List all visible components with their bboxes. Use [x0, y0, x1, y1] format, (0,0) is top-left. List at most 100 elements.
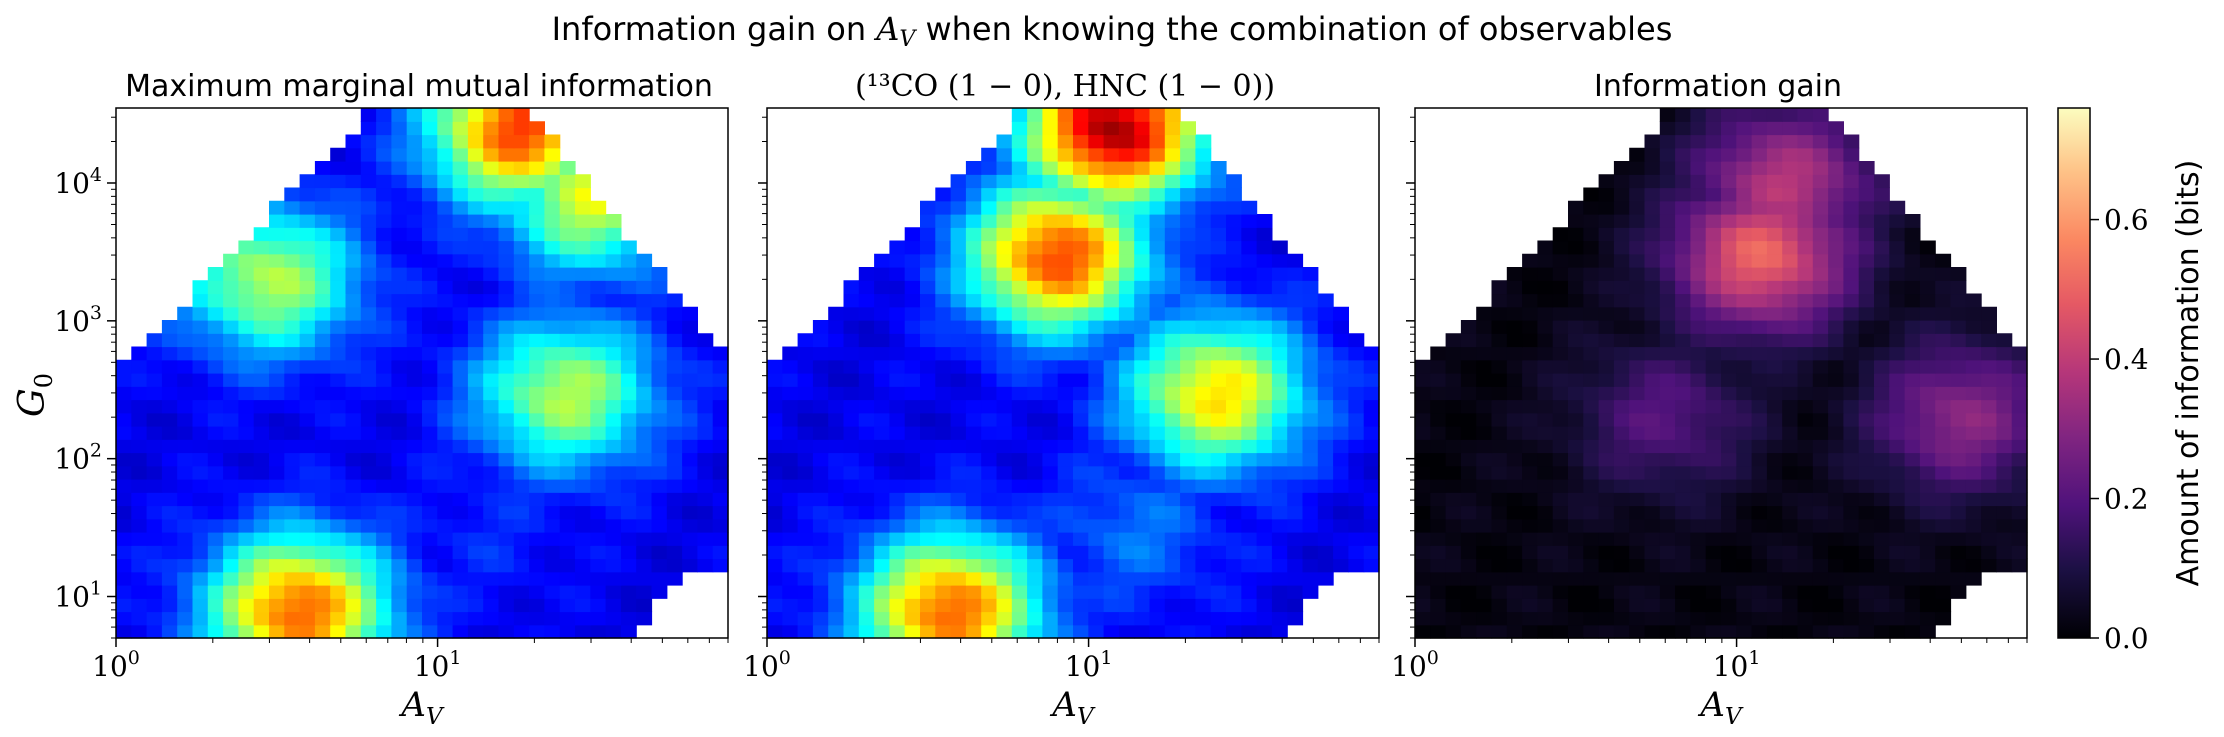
heatmap-cell — [345, 598, 362, 613]
heatmap-cell — [682, 320, 698, 334]
heatmap-cell — [513, 187, 530, 202]
heatmap-cell — [253, 479, 270, 493]
heatmap-cell — [1858, 505, 1875, 520]
heatmap-cell — [406, 240, 423, 255]
heatmap-cell — [1613, 505, 1630, 520]
heatmap-cell — [1766, 214, 1783, 228]
heatmap-cell — [1226, 439, 1242, 454]
heatmap-cell — [1011, 532, 1028, 546]
heatmap-cell — [498, 320, 515, 334]
heatmap-cell — [529, 439, 545, 454]
heatmap-cell — [314, 187, 331, 202]
heatmap-cell — [1690, 571, 1707, 586]
heatmap-cell — [253, 280, 270, 295]
heatmap-cell — [858, 585, 875, 599]
heatmap-cell — [1180, 373, 1196, 387]
heatmap-cell — [1027, 479, 1043, 493]
heatmap-cell — [767, 545, 783, 560]
heatmap-cell — [1042, 624, 1059, 639]
heatmap-cell — [904, 373, 921, 387]
x-tick-label: 101 — [414, 647, 462, 683]
heatmap-cell — [1858, 624, 1875, 639]
heatmap-cell — [935, 399, 952, 414]
heatmap-cell — [1317, 518, 1334, 533]
heatmap-cell — [1950, 439, 1967, 454]
heatmap-cell — [1552, 412, 1569, 427]
heatmap-cell — [1149, 267, 1166, 281]
heatmap-cell — [1506, 346, 1523, 361]
heatmap-cell — [1996, 346, 2013, 361]
heatmap-cell — [1981, 452, 1997, 467]
heatmap-cell — [1644, 359, 1661, 374]
heatmap-cell — [483, 147, 500, 162]
heatmap-cell — [1904, 280, 1921, 295]
heatmap-cell — [950, 492, 967, 507]
heatmap-cell — [1644, 412, 1661, 427]
heatmap-cell — [1118, 465, 1135, 480]
heatmap-cell — [238, 532, 255, 546]
heatmap-cell — [2011, 532, 2028, 546]
heatmap-cell — [1782, 532, 1799, 546]
heatmap-cell — [1996, 492, 2013, 507]
heatmap-cell — [345, 439, 362, 454]
heatmap-cell — [1965, 571, 1982, 586]
heatmap-cell — [1537, 439, 1554, 454]
heatmap-cell — [1317, 558, 1334, 573]
heatmap-cell — [161, 426, 178, 440]
heatmap-cell — [812, 359, 829, 374]
heatmap-cell — [1797, 253, 1814, 268]
heatmap-cell — [889, 280, 906, 295]
heatmap-cell — [1919, 598, 1936, 613]
heatmap-cell — [1950, 532, 1967, 546]
heatmap-cell — [284, 452, 301, 467]
heatmap-cell — [1491, 426, 1508, 440]
heatmap-cell — [1333, 412, 1349, 427]
heatmap-cell — [712, 386, 729, 401]
heatmap-cell — [1721, 598, 1737, 613]
heatmap-cell — [1583, 373, 1600, 387]
heatmap-cell — [345, 545, 362, 560]
heatmap-cell — [797, 492, 814, 507]
heatmap-cell — [1583, 267, 1600, 281]
heatmap-cell — [1705, 545, 1722, 560]
heatmap-cell — [314, 545, 331, 560]
heatmap-cell — [996, 624, 1013, 639]
heatmap-cell — [1103, 373, 1120, 387]
heatmap-cell — [1721, 571, 1737, 586]
heatmap-cell — [376, 426, 392, 440]
heatmap-cell — [1981, 532, 1997, 546]
heatmap-cell — [666, 386, 683, 401]
heatmap-cell — [559, 426, 576, 440]
heatmap-cell — [797, 624, 814, 639]
heatmap-cell — [1736, 280, 1753, 295]
heatmap-cell — [1430, 532, 1447, 546]
heatmap-cell — [1118, 147, 1135, 162]
heatmap-cell — [1965, 306, 1982, 321]
heatmap-cell — [1690, 611, 1707, 626]
heatmap-cell — [1904, 320, 1921, 334]
heatmap-cell — [422, 161, 438, 175]
heatmap-cell — [1598, 227, 1615, 242]
heatmap-cell — [1522, 306, 1538, 321]
heatmap-cell — [284, 214, 301, 228]
heatmap-cell — [1042, 346, 1059, 361]
heatmap-cell — [1256, 624, 1273, 639]
heatmap-cell — [1828, 174, 1844, 189]
heatmap-cell — [391, 174, 408, 189]
heatmap-cell — [858, 465, 875, 480]
heatmap-cell — [544, 253, 561, 268]
heatmap-cell — [812, 518, 829, 533]
heatmap-cell — [177, 598, 194, 613]
heatmap-cell — [1476, 306, 1493, 321]
heatmap-cell — [1256, 267, 1273, 281]
heatmap-cell — [874, 267, 890, 281]
heatmap-cell — [1965, 320, 1982, 334]
heatmap-cell — [682, 346, 698, 361]
heatmap-cell — [1149, 545, 1166, 560]
heatmap-cell — [529, 187, 545, 202]
heatmap-cell — [131, 492, 148, 507]
heatmap-cell — [666, 465, 683, 480]
heatmap-cell — [1766, 492, 1783, 507]
heatmap-cell — [1241, 598, 1258, 613]
heatmap-cell — [1766, 373, 1783, 387]
